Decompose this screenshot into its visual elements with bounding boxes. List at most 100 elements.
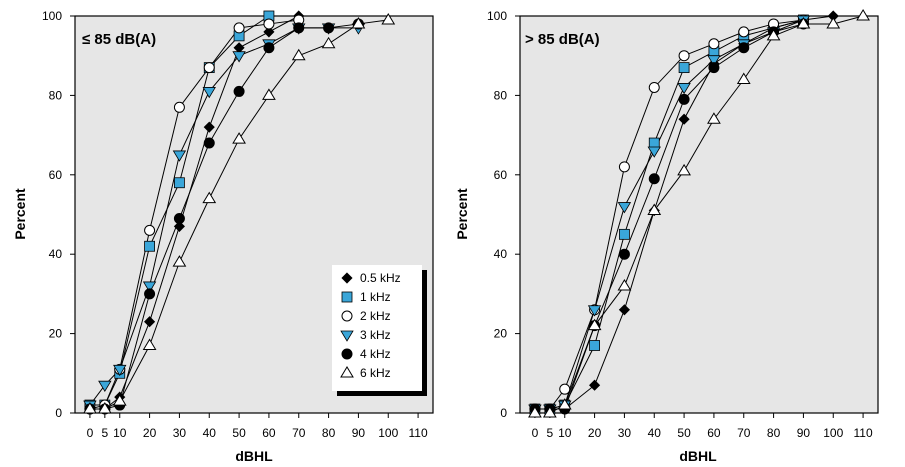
legend-marker — [340, 330, 354, 342]
x-tick-label: 30 — [618, 426, 632, 440]
y-axis-title: Percent — [454, 188, 470, 240]
plot-area — [519, 15, 879, 414]
x-axis-title: dBHL — [679, 448, 717, 464]
data-point — [738, 42, 750, 54]
data-point — [678, 93, 690, 105]
data-point — [144, 224, 156, 236]
data-point — [202, 191, 217, 204]
data-point — [677, 83, 691, 95]
x-tick-label: 20 — [143, 426, 157, 440]
data-point — [559, 383, 571, 395]
legend-label: 0.5 kHz — [360, 271, 401, 285]
x-tick-label: 50 — [677, 426, 691, 440]
data-point — [618, 161, 630, 173]
data-point — [323, 22, 335, 34]
data-point — [557, 398, 572, 410]
data-point — [589, 379, 601, 391]
data-point — [203, 62, 215, 74]
data-point — [647, 203, 662, 216]
data-point — [736, 72, 751, 85]
data-point — [113, 364, 127, 377]
data-point — [232, 51, 246, 63]
data-point — [647, 146, 661, 158]
data-point — [587, 318, 602, 331]
x-tick-label: 0 — [87, 426, 94, 440]
data-point — [589, 340, 600, 351]
data-point — [587, 305, 602, 317]
y-tick-label: 100 — [487, 9, 507, 23]
y-tick-label: 60 — [494, 168, 508, 182]
data-point — [826, 16, 841, 29]
data-point — [677, 163, 691, 176]
x-tick-label: 80 — [767, 426, 781, 440]
data-point — [233, 85, 245, 97]
legend-label: 1 kHz — [360, 290, 391, 304]
data-point — [142, 281, 157, 293]
x-tick-label: 100 — [378, 426, 398, 440]
data-point — [796, 16, 811, 29]
y-tick-label: 100 — [42, 9, 62, 23]
data-point — [708, 38, 720, 50]
legend-label: 3 kHz — [360, 328, 391, 342]
x-tick-label: 50 — [232, 426, 246, 440]
data-point — [648, 81, 660, 93]
y-tick-label: 0 — [500, 406, 507, 420]
data-point — [83, 402, 97, 414]
data-point — [263, 26, 275, 38]
data-point — [707, 55, 721, 67]
data-point — [173, 220, 185, 232]
x-tick-label: 5 — [101, 426, 108, 440]
x-tick-label: 60 — [262, 426, 276, 440]
data-point — [232, 132, 246, 144]
x-tick-label: 100 — [823, 426, 843, 440]
x-tick-label: 10 — [558, 426, 572, 440]
data-point — [97, 402, 112, 414]
data-point — [708, 62, 720, 74]
data-point — [142, 338, 157, 351]
x-tick-label: 60 — [707, 426, 721, 440]
x-tick-label: 40 — [648, 426, 662, 440]
y-axis-title: Percent — [12, 188, 28, 240]
data-point — [172, 150, 187, 162]
data-point — [144, 288, 156, 300]
x-tick-label: 5 — [546, 426, 553, 440]
y-tick-label: 40 — [49, 247, 63, 261]
data-point — [648, 137, 660, 149]
legend: 0.5 kHz 1 kHz 2 kHz 3 kHz 4 kHz 6 kHz — [332, 265, 427, 396]
data-point — [144, 316, 156, 328]
data-point — [528, 406, 542, 418]
x-tick-label: 30 — [173, 426, 187, 440]
chart-panel-gt-85: > 85 dB(A) dBHL Percent 0 5 10 20 30 40 50 60 70… — [454, 9, 879, 464]
data-point — [172, 255, 187, 267]
y-tick-label: 60 — [49, 168, 63, 182]
x-tick-label: 90 — [352, 426, 366, 440]
y-tick-label: 20 — [494, 327, 508, 341]
data-point — [381, 12, 396, 25]
data-point — [617, 278, 632, 291]
legend-marker — [341, 272, 353, 284]
data-point — [678, 113, 690, 125]
x-tick-label: 110 — [409, 426, 428, 440]
y-tick-label: 80 — [49, 88, 63, 102]
y-tick-label: 20 — [49, 327, 63, 341]
data-point — [203, 121, 215, 133]
data-point — [707, 112, 721, 124]
data-point — [263, 42, 275, 54]
data-point — [351, 16, 366, 29]
data-point — [233, 22, 245, 34]
x-tick-label: 80 — [322, 426, 336, 440]
legend-marker — [341, 310, 353, 322]
data-point — [619, 228, 630, 240]
data-point — [262, 88, 276, 100]
x-tick-label: 90 — [797, 426, 811, 440]
data-point — [203, 137, 215, 149]
panel-title: > 85 dB(A) — [525, 31, 600, 48]
y-tick-label: 0 — [55, 406, 62, 420]
data-point — [766, 28, 781, 41]
legend-marker — [341, 291, 353, 303]
x-tick-label: 40 — [203, 426, 217, 440]
data-point — [293, 22, 305, 34]
legend-label: 6 kHz — [360, 366, 391, 380]
x-tick-label: 70 — [292, 426, 306, 440]
